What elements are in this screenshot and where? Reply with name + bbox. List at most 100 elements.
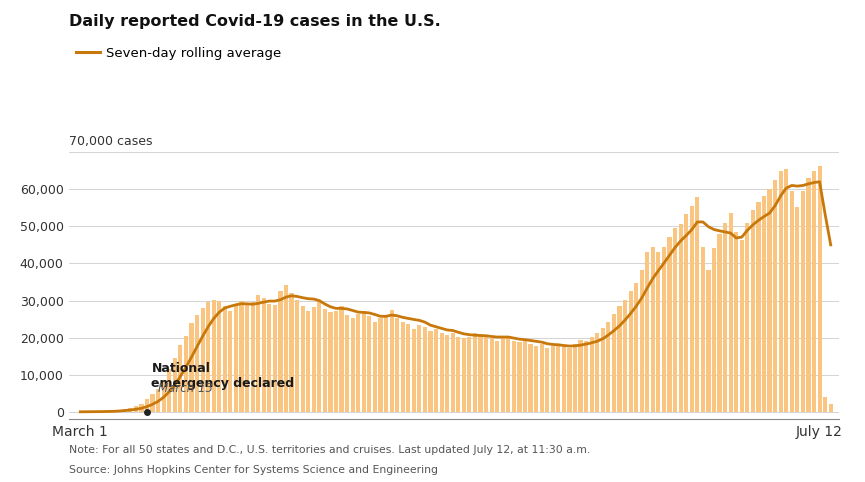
Bar: [162, 380, 166, 412]
Bar: [751, 210, 755, 412]
Bar: [323, 308, 327, 412]
Bar: [629, 291, 632, 412]
Bar: [400, 322, 405, 412]
Bar: [678, 225, 682, 412]
Bar: [707, 270, 710, 412]
Bar: [484, 337, 488, 412]
Bar: [795, 207, 799, 412]
Bar: [501, 338, 505, 412]
Bar: [823, 397, 827, 412]
Bar: [256, 295, 260, 412]
Bar: [228, 311, 233, 412]
Bar: [407, 323, 410, 412]
Bar: [345, 315, 349, 412]
Bar: [234, 305, 238, 412]
Bar: [412, 330, 416, 412]
Bar: [106, 411, 110, 412]
Legend: Seven-day rolling average: Seven-day rolling average: [76, 47, 281, 60]
Bar: [673, 228, 677, 412]
Bar: [746, 223, 749, 412]
Bar: [272, 305, 277, 412]
Bar: [657, 252, 661, 412]
Bar: [445, 335, 449, 412]
Bar: [139, 404, 144, 412]
Bar: [695, 197, 700, 412]
Bar: [773, 180, 778, 412]
Bar: [668, 237, 671, 412]
Bar: [817, 166, 822, 412]
Bar: [551, 346, 554, 412]
Bar: [490, 338, 494, 412]
Bar: [189, 323, 194, 412]
Bar: [767, 189, 772, 412]
Bar: [634, 283, 638, 412]
Bar: [334, 311, 338, 412]
Bar: [623, 300, 627, 412]
Bar: [251, 302, 254, 412]
Bar: [395, 318, 400, 412]
Bar: [173, 358, 177, 412]
Bar: [473, 333, 477, 412]
Bar: [701, 247, 705, 412]
Bar: [806, 178, 811, 412]
Bar: [439, 333, 444, 412]
Text: Note: For all 50 states and D.C., U.S. territories and cruises. Last updated Jul: Note: For all 50 states and D.C., U.S. t…: [69, 445, 591, 455]
Bar: [117, 410, 121, 412]
Bar: [728, 213, 733, 412]
Bar: [184, 336, 188, 412]
Bar: [790, 191, 794, 412]
Bar: [534, 346, 538, 412]
Bar: [540, 344, 544, 412]
Bar: [529, 344, 533, 412]
Bar: [262, 297, 266, 412]
Bar: [245, 304, 249, 412]
Bar: [712, 248, 716, 412]
Bar: [151, 394, 155, 412]
Bar: [217, 301, 221, 412]
Bar: [350, 318, 355, 412]
Bar: [618, 306, 622, 412]
Bar: [223, 306, 227, 412]
Bar: [339, 306, 343, 412]
Bar: [145, 399, 149, 412]
Bar: [829, 404, 833, 412]
Bar: [417, 325, 421, 412]
Bar: [373, 322, 377, 412]
Bar: [206, 302, 210, 412]
Bar: [389, 310, 394, 412]
Bar: [573, 344, 577, 412]
Bar: [212, 300, 215, 412]
Bar: [362, 311, 366, 412]
Bar: [545, 348, 549, 412]
Bar: [279, 291, 283, 412]
Bar: [128, 408, 132, 412]
Bar: [562, 346, 566, 412]
Bar: [112, 411, 116, 412]
Bar: [734, 232, 739, 412]
Bar: [284, 285, 288, 412]
Bar: [756, 202, 760, 412]
Bar: [579, 339, 583, 412]
Bar: [378, 318, 382, 412]
Bar: [639, 270, 644, 412]
Bar: [778, 171, 783, 412]
Bar: [240, 301, 244, 412]
Text: 70,000 cases: 70,000 cases: [69, 135, 153, 148]
Bar: [612, 313, 616, 412]
Bar: [462, 338, 466, 412]
Bar: [556, 344, 561, 412]
Bar: [650, 247, 655, 412]
Bar: [689, 206, 694, 412]
Bar: [451, 333, 455, 412]
Bar: [384, 315, 388, 412]
Bar: [645, 252, 650, 412]
Bar: [717, 234, 721, 412]
Bar: [156, 389, 160, 412]
Bar: [506, 337, 510, 412]
Bar: [785, 169, 788, 412]
Text: Source: Johns Hopkins Center for Systems Science and Engineering: Source: Johns Hopkins Center for Systems…: [69, 465, 439, 475]
Bar: [495, 341, 499, 412]
Bar: [178, 345, 183, 412]
Bar: [517, 342, 522, 412]
Bar: [423, 327, 427, 412]
